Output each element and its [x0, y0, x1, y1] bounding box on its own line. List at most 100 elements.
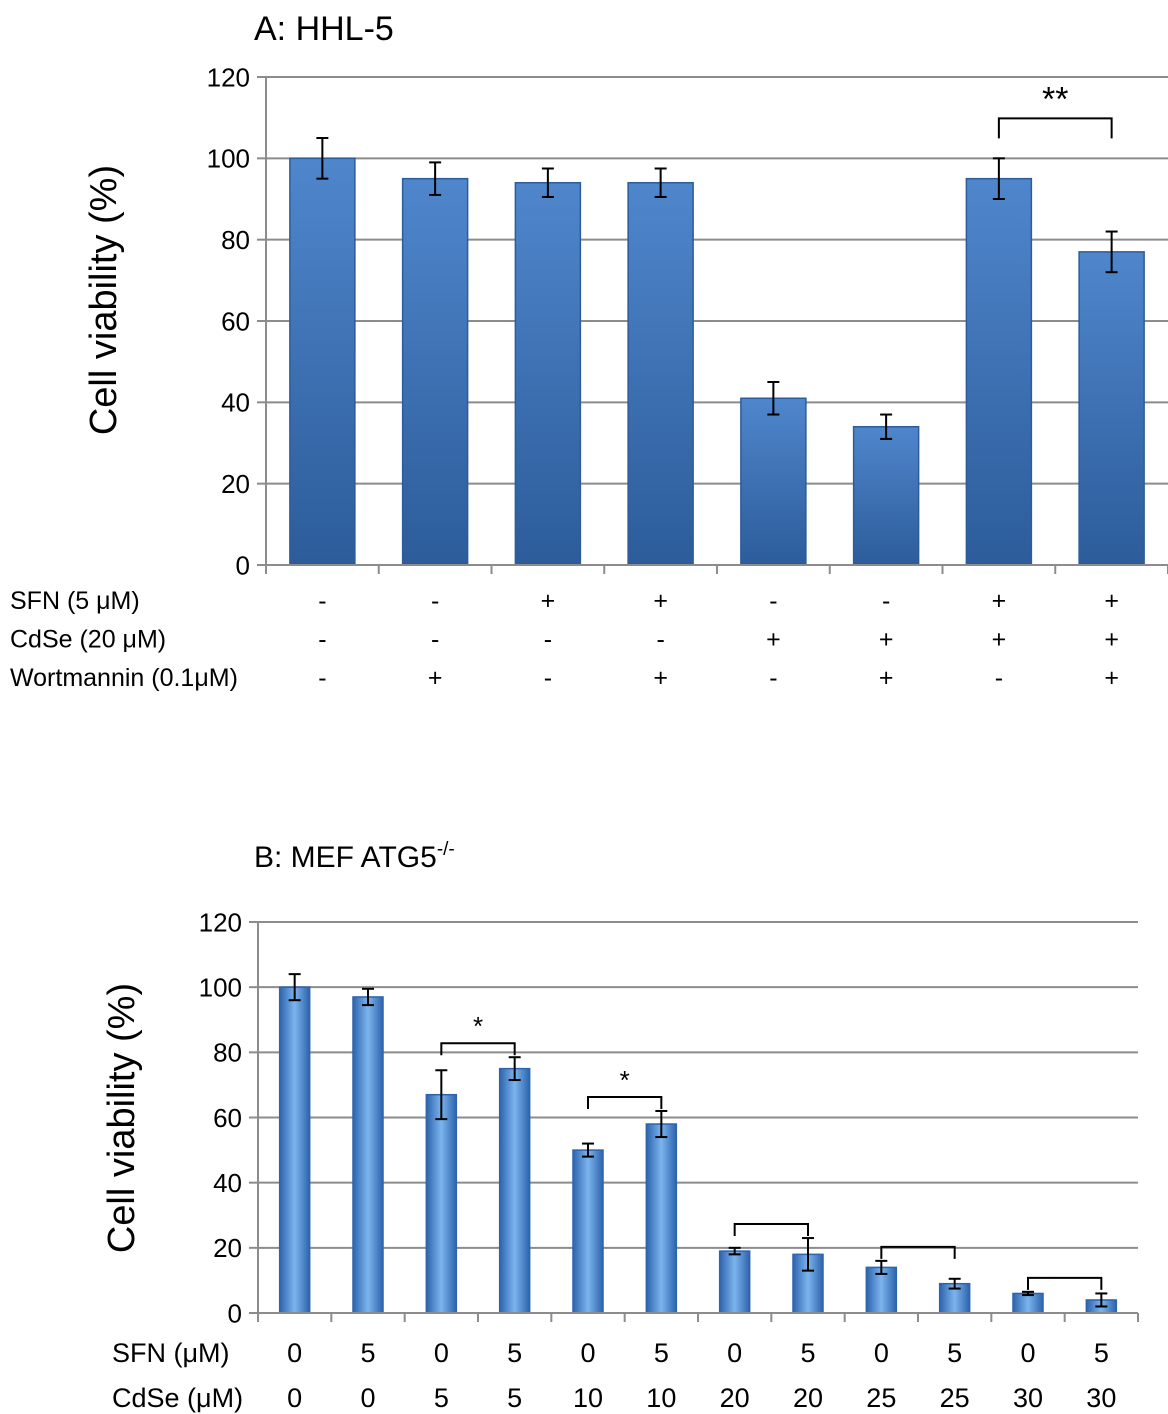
panel-a-condition-value: + — [653, 664, 668, 692]
panel-a-bar — [627, 181, 694, 566]
panel-b-bar — [278, 986, 311, 1314]
panel-a-bar — [1078, 251, 1145, 566]
panel-a-condition-value: - — [882, 587, 890, 615]
panel-a-condition-value: + — [992, 587, 1007, 615]
panel-a-condition-value: - — [318, 664, 326, 692]
panel-a-y-tick-label: 120 — [207, 62, 250, 92]
panel-b-condition-value: 5 — [507, 1338, 522, 1368]
panel-b-bar — [425, 1093, 458, 1314]
panel-b-condition-value: 5 — [360, 1338, 375, 1368]
panel-a-bar — [740, 397, 807, 566]
panel-a-condition-value: + — [428, 664, 443, 692]
panel-a-y-tick-label: 40 — [221, 388, 250, 418]
panel-b-y-tick-label: 20 — [213, 1233, 242, 1263]
panel-a-condition-value: - — [769, 664, 777, 692]
panel-b-condition-value: 0 — [434, 1338, 449, 1368]
panel-b-condition-value: 0 — [287, 1338, 302, 1368]
panel-a-significance-bracket — [997, 117, 1113, 139]
panel-a-significance-label: ** — [1042, 80, 1068, 118]
panel-a-y-tick-label: 20 — [221, 469, 250, 499]
panel-b-condition-value: 0 — [1020, 1338, 1035, 1368]
panel-a-significance: ** — [997, 80, 1113, 139]
panel-a-condition-label: SFN (5 μM) — [10, 587, 140, 615]
panel-a-condition-value: + — [653, 587, 668, 615]
panel-b-condition-value: 5 — [1094, 1338, 1109, 1368]
panel-a-condition-value: - — [656, 626, 664, 654]
panel-a-condition-value: + — [1104, 664, 1119, 692]
panel-a-y-tick-label: 80 — [221, 225, 250, 255]
panel-b-condition-value: 10 — [573, 1383, 603, 1413]
panel-a-bar — [401, 177, 469, 566]
panel-b-significance-bracket — [733, 1223, 809, 1237]
panel-b-bar — [718, 1250, 751, 1314]
panel-b-condition-value: 0 — [874, 1338, 889, 1368]
panel-a-y-axis-label: Cell viability (%) — [83, 165, 125, 435]
panel-a-y-tick-label: 0 — [236, 550, 250, 580]
panel-b-title-superscript: -/- — [437, 839, 455, 860]
panel-a-condition-value: - — [431, 626, 439, 654]
panel-b-y-tick-label: 40 — [213, 1168, 242, 1198]
panel-b: B: MEF ATG5-/- Cell viability (%) 0 20 40 6… — [101, 839, 1139, 1413]
panel-a-y-tick-label: 100 — [207, 144, 250, 174]
panel-a-condition-table: SFN (5 μM) - - + + - - + + CdSe (20 μM) - - - - + + + + Wo… — [10, 587, 1119, 692]
panel-a-bar — [514, 181, 582, 566]
panel-a-condition-value: + — [541, 587, 556, 615]
panel-b-bar — [645, 1123, 678, 1314]
panel-a-bar — [852, 425, 920, 566]
panel-b-condition-value: 20 — [720, 1383, 750, 1413]
panel-b-significance-bracket — [1027, 1276, 1103, 1290]
panel-b-significance-label: * — [620, 1065, 630, 1095]
panel-b-bar — [572, 1149, 604, 1314]
panel-b-significance-bracket — [440, 1042, 516, 1056]
panel-a-condition-value: + — [766, 626, 781, 654]
panel-a-condition-value: - — [544, 626, 552, 654]
panel-b-condition-value: 5 — [434, 1383, 449, 1413]
panel-a-condition-value: - — [318, 626, 326, 654]
panel-b-condition-value: 5 — [800, 1338, 815, 1368]
panel-b-condition-value: 20 — [793, 1383, 823, 1413]
panel-a-bar — [965, 177, 1033, 566]
panel-b-significance: ** — [440, 1011, 1103, 1290]
panel-b-condition-value: 0 — [727, 1338, 742, 1368]
panel-b-y-tick-labels: 0 20 40 60 80 100 120 — [199, 907, 242, 1328]
panel-a-condition-value: - — [544, 664, 552, 692]
panel-b-y-tick-label: 80 — [213, 1038, 242, 1068]
panel-a-bar — [289, 157, 356, 566]
panel-b-title-main: B: MEF ATG5 — [254, 841, 437, 874]
panel-a-title: A: HHL-5 — [254, 10, 394, 48]
panel-b-condition-value: 5 — [947, 1338, 962, 1368]
panel-a-condition-value: - — [769, 587, 777, 615]
panel-b-title: B: MEF ATG5-/- — [254, 839, 455, 874]
panel-b-condition-value: 30 — [1086, 1383, 1116, 1413]
panel-b-condition-value: 30 — [1013, 1383, 1043, 1413]
panel-a-y-tick-labels: 0 20 40 60 80 100 120 — [207, 62, 250, 580]
panel-b-condition-value: 25 — [866, 1383, 896, 1413]
panel-b-condition-label: CdSe (μM) — [112, 1383, 243, 1413]
panel-b-condition-value: 0 — [580, 1338, 595, 1368]
panel-a-error-bars — [316, 137, 1118, 440]
panel-a-condition-label: CdSe (20 μM) — [10, 626, 166, 654]
panel-b-y-tick-label: 60 — [213, 1103, 242, 1133]
panel-a-bars — [289, 157, 1145, 566]
panel-b-condition-value: 25 — [940, 1383, 970, 1413]
panel-a-condition-value: - — [318, 587, 326, 615]
panel-a-condition-value: + — [1104, 626, 1119, 654]
panel-a-condition-value: + — [879, 664, 894, 692]
panel-b-error-bars — [288, 973, 1108, 1308]
panel-b-gridlines — [249, 921, 1138, 1314]
panel-b-bar — [498, 1067, 531, 1314]
panel-b-significance-label: * — [473, 1011, 483, 1041]
panel-a-condition-value: + — [992, 626, 1007, 654]
panel-a-condition-value: - — [431, 587, 439, 615]
panel-b-condition-value: 5 — [507, 1383, 522, 1413]
panel-a-condition-value: + — [1104, 587, 1119, 615]
panel-a-condition-value: + — [879, 626, 894, 654]
panel-b-bar — [352, 996, 384, 1314]
panel-b-condition-value: 10 — [646, 1383, 676, 1413]
panel-b-bar — [1012, 1292, 1044, 1314]
panel-b-y-tick-label: 120 — [199, 907, 242, 937]
panel-b-condition-table: SFN (μM) 0 5 0 5 0 5 0 5 0 5 0 5 CdSe (μM) 0 0 5 5 10 10 20 2… — [112, 1338, 1116, 1413]
panel-a-condition-value: - — [995, 664, 1003, 692]
panel-b-significance-bracket — [880, 1245, 956, 1259]
panel-b-condition-value: 5 — [654, 1338, 669, 1368]
